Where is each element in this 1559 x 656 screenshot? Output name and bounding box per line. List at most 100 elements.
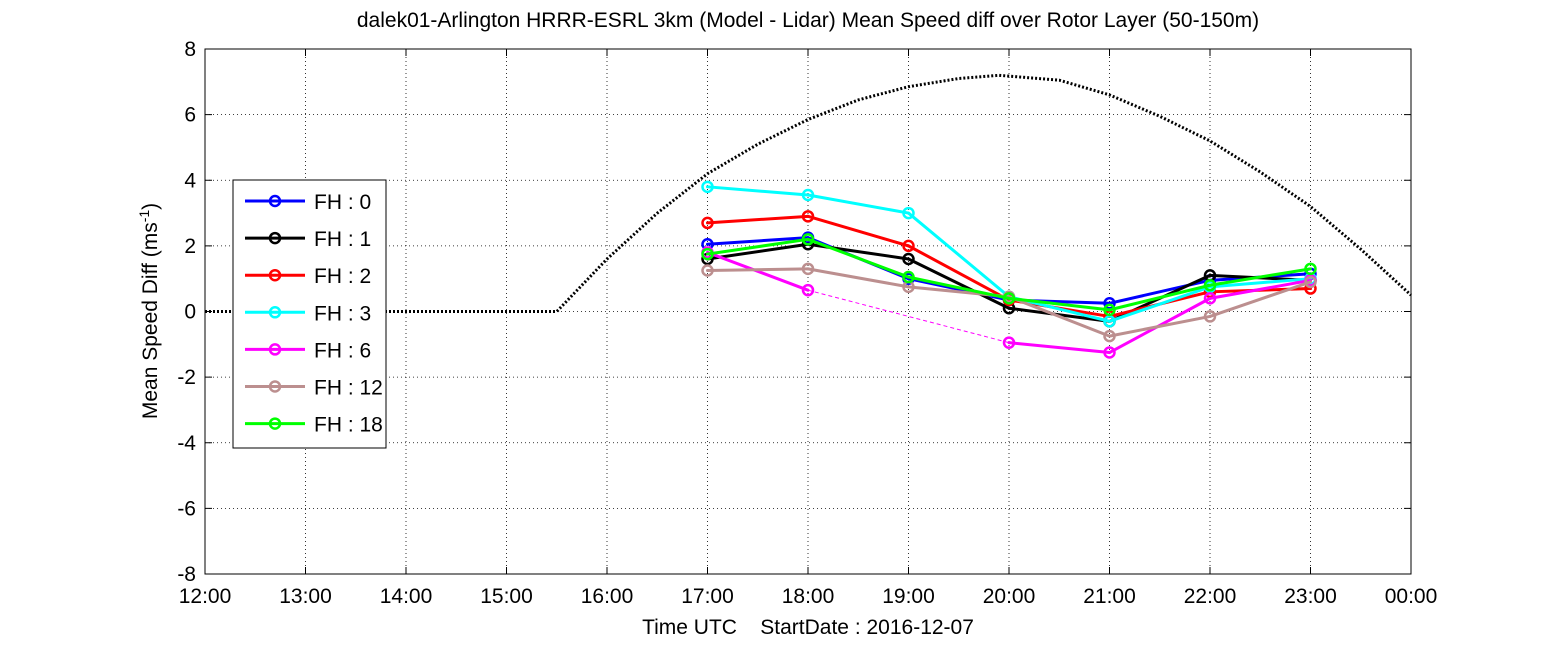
x-axis-label: Time UTC StartDate : 2016-12-07 — [642, 616, 974, 639]
series-line-segment — [907, 211, 1011, 299]
legend-label: FH : 2 — [314, 265, 371, 288]
data-point — [902, 206, 915, 220]
x-tick-label: 21:00 — [1083, 585, 1136, 608]
series-line-segment — [1108, 285, 1212, 323]
series-line-segment — [706, 214, 810, 225]
x-tick-label: 23:00 — [1284, 585, 1337, 608]
legend-swatch-marker — [268, 343, 282, 356]
series-fh-3 — [701, 180, 1317, 328]
data-point — [1103, 329, 1116, 343]
y-tick-label: 8 — [184, 38, 196, 61]
series-line-segment — [907, 275, 1011, 300]
legend-entry: FH : 0 — [245, 191, 371, 214]
series-fh-18 — [701, 233, 1317, 317]
series-line-segment — [806, 214, 910, 248]
x-tick-label: 00:00 — [1385, 585, 1438, 608]
y-tick-label: 4 — [184, 169, 196, 192]
series-line-segment — [1208, 278, 1312, 300]
x-tick-label: 12:00 — [179, 585, 232, 608]
series-line-segment — [1007, 295, 1111, 338]
series-line-segment — [806, 193, 910, 215]
series-line-segment — [706, 236, 810, 246]
data-point — [1203, 292, 1217, 305]
y-tick-label: -8 — [177, 563, 196, 586]
data-point — [701, 216, 714, 230]
series-line-segment — [1108, 283, 1212, 312]
x-tick-label: 15:00 — [480, 585, 533, 608]
data-point — [902, 252, 915, 266]
data-point — [1002, 292, 1016, 305]
data-point — [902, 270, 915, 284]
y-tick-label: -6 — [177, 497, 196, 520]
x-tick-label: 22:00 — [1184, 585, 1237, 608]
legend-entry: FH : 18 — [245, 414, 383, 437]
legend-entry: FH : 2 — [245, 265, 371, 288]
y-tick-label: 2 — [184, 235, 196, 258]
data-point — [801, 188, 815, 202]
x-tick-label: 16:00 — [581, 585, 634, 608]
y-tick-label: -2 — [177, 366, 196, 389]
y-tick-label: -4 — [177, 432, 196, 455]
legend-entry: FH : 3 — [245, 302, 371, 325]
data-point — [1103, 315, 1116, 328]
series-line-segment — [1007, 296, 1111, 312]
legend-label: FH : 18 — [314, 414, 383, 437]
legend-entry: FH : 1 — [245, 228, 371, 251]
legend-label: FH : 3 — [314, 302, 371, 325]
data-point — [1304, 275, 1317, 289]
legend-swatch-marker — [268, 380, 282, 393]
legend-swatch-marker — [268, 194, 282, 208]
data-point — [701, 180, 714, 194]
legend-swatch-marker — [268, 231, 282, 245]
data-point — [1304, 262, 1317, 276]
series-line-segment — [806, 267, 910, 289]
y-axis-label-sup: -1 — [136, 210, 152, 223]
y-axis-label: Mean Speed Diff (ms-1) — [136, 203, 162, 419]
data-point — [1203, 279, 1217, 292]
legend-entry: FH : 12 — [245, 377, 383, 400]
series-line-segment — [1108, 314, 1212, 338]
x-tick-label: 17:00 — [681, 585, 734, 608]
data-point — [1103, 346, 1116, 359]
legend: FH : 0 FH : 1 FH : 2 FH : 3 FH : 6 FH : 12 FH … — [232, 179, 387, 449]
series-line-segment — [907, 257, 1011, 310]
series-line-segment — [1007, 306, 1111, 323]
series-line-segment — [806, 237, 910, 279]
y-tick-label: 6 — [184, 104, 196, 127]
legend-swatch-marker — [268, 268, 282, 282]
legend-label: FH : 6 — [314, 339, 371, 362]
series-line-segment — [1208, 280, 1312, 318]
legend-label: FH : 1 — [314, 228, 371, 251]
data-point — [902, 239, 915, 253]
chart-title: dalek01-Arlington HRRR-ESRL 3km (Model -… — [357, 9, 1259, 32]
legend-label: FH : 0 — [314, 191, 371, 214]
series-line-segment — [706, 250, 810, 292]
reference-curve-layer — [205, 73, 1413, 313]
series-line-segment — [706, 237, 810, 256]
series-line-segment — [706, 242, 810, 261]
series-line-segment — [1208, 267, 1312, 287]
data-point — [1203, 310, 1217, 323]
x-tick-label: 13:00 — [279, 585, 332, 608]
data-point — [801, 233, 815, 246]
series-line-segment — [1208, 277, 1312, 289]
legend-label: FH : 12 — [314, 377, 383, 400]
legend-box — [232, 179, 387, 449]
reference-curve — [205, 73, 1413, 313]
data-point — [801, 283, 815, 297]
data-point — [1103, 303, 1116, 317]
legend-entry: FH : 6 — [245, 339, 371, 362]
data-point — [701, 264, 714, 277]
x-tick-label: 19:00 — [882, 585, 935, 608]
series-line-segment — [706, 185, 810, 197]
data-point — [801, 210, 815, 223]
x-tick-label: 14:00 — [380, 585, 433, 608]
data-point — [1103, 297, 1116, 310]
series-line-segment — [706, 267, 810, 272]
legend-swatch-marker — [268, 306, 282, 319]
y-axis-label-tail: ) — [139, 203, 162, 210]
x-tick-label: 20:00 — [983, 585, 1036, 608]
series-line-segment — [1007, 341, 1111, 355]
y-tick-label: 0 — [184, 301, 196, 324]
